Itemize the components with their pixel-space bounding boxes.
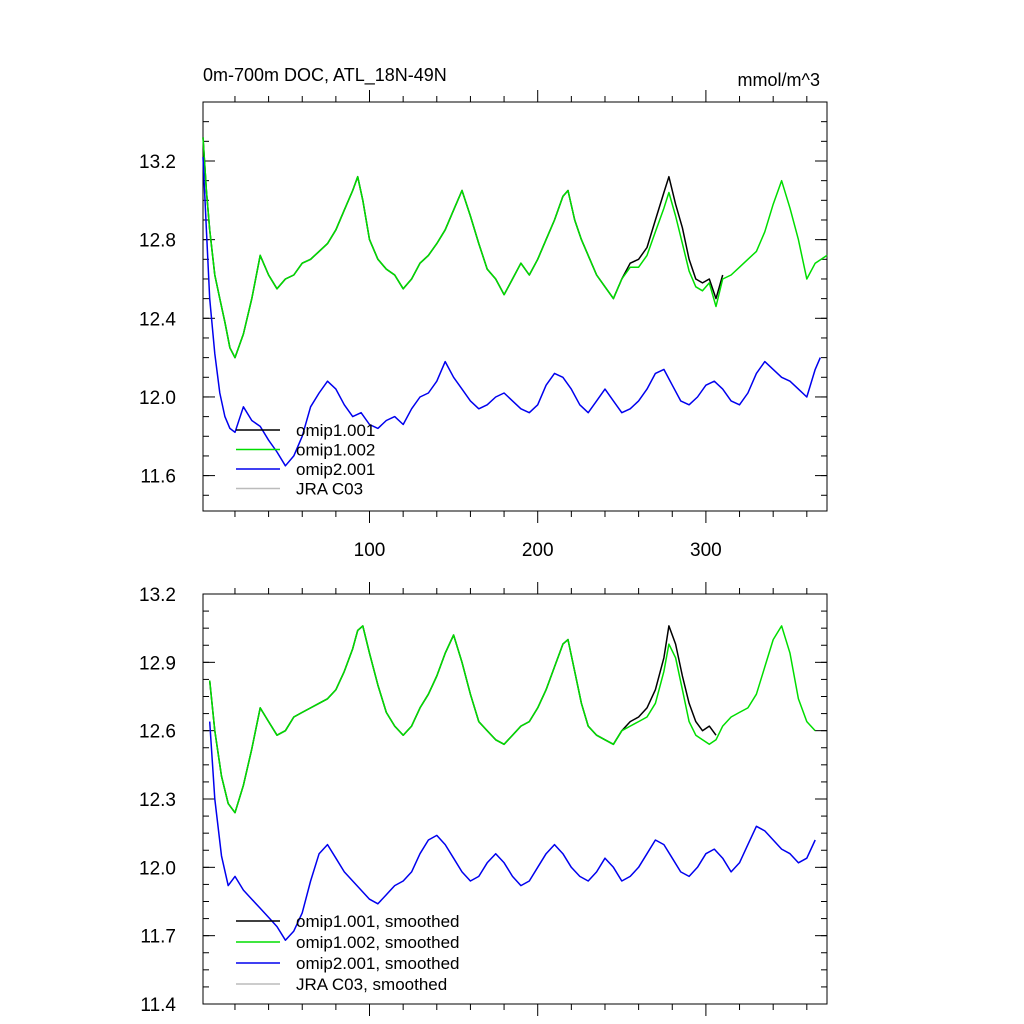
legend-label: omip1.002, smoothed: [296, 933, 460, 952]
series-line-omip2-001-smoothed: [208, 721, 816, 941]
y-tick-label: 12.0: [139, 388, 176, 409]
y-tick-label: 12.9: [139, 653, 176, 674]
series-line-omip1-001-smoothed: [208, 625, 717, 814]
y-tick-label: 11.7: [140, 927, 176, 948]
y-tick-label: 12.8: [139, 231, 176, 252]
top-panel-title: 0m-700m DOC, ATL_18N-49N: [203, 65, 447, 86]
y-tick-label: 12.0: [139, 858, 176, 879]
series-line-omip1-002-smoothed: [208, 625, 816, 814]
top-panel: 0m-700m DOC, ATL_18N-49N mmol/m^3 11.6 12…: [139, 65, 828, 561]
legend-label: omip1.001, smoothed: [296, 912, 460, 931]
series-line-omip1-002: [202, 137, 828, 359]
y-tick-label: 12.4: [139, 309, 176, 330]
legend-label: omip2.001: [296, 460, 375, 479]
x-tick-label: 100: [354, 540, 386, 561]
bottom-panel: 11.4 11.7 12.0 12.3 12.6 12.9 13.2 omip1.001, s…: [139, 582, 828, 1016]
legend-label: JRA C03: [296, 480, 363, 499]
top-panel-plot-frame: [202, 101, 828, 512]
legend-label: omip1.002: [296, 441, 375, 460]
legend-label: omip2.001, smoothed: [296, 954, 460, 973]
legend-label: JRA C03, smoothed: [296, 975, 447, 994]
x-tick-label: 200: [522, 540, 554, 561]
legend-label: omip1.001: [296, 421, 375, 440]
y-tick-label: 12.3: [139, 790, 176, 811]
top-panel-units: mmol/m^3: [738, 70, 820, 90]
series-line-omip2-001: [202, 157, 821, 467]
y-tick-label: 11.4: [140, 995, 176, 1016]
y-tick-label: 11.6: [140, 467, 176, 488]
y-tick-label: 13.2: [139, 585, 176, 606]
series-line-omip1-001: [202, 137, 724, 359]
y-tick-label: 12.6: [139, 722, 176, 743]
x-tick-label: 300: [690, 540, 722, 561]
y-tick-label: 13.2: [139, 152, 176, 173]
